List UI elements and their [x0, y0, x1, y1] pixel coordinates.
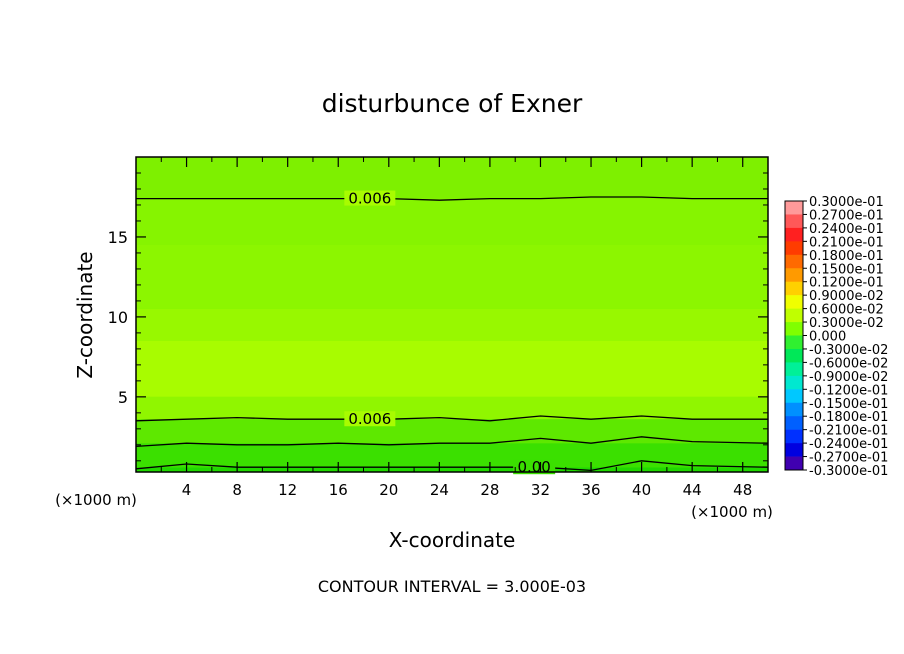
colorbar-label: 0.9000e-02 — [809, 289, 884, 304]
x-tick-label: 8 — [232, 481, 242, 499]
contour-line — [136, 196, 768, 201]
chart-title: disturbunce of Exner — [322, 89, 583, 118]
colorbar-swatch — [785, 322, 803, 336]
x-unit-left: (×1000 m) — [55, 491, 137, 509]
plot-frame — [135, 156, 769, 473]
y-axis: 5 10 15 — [108, 172, 768, 462]
colorbar-swatch — [785, 268, 803, 282]
x-unit-right: (×1000 m) — [691, 503, 773, 521]
colorbar-label: -0.1500e-01 — [809, 397, 888, 412]
x-tick-label: 48 — [733, 481, 752, 499]
contour-label: 0.00 — [517, 458, 550, 476]
colorbar-swatch — [785, 254, 803, 269]
x-tick-label: 12 — [278, 481, 297, 499]
x-axis-label: X-coordinate — [389, 528, 516, 552]
y-tick-label: 10 — [108, 308, 128, 327]
colorbar-swatch — [785, 308, 803, 323]
colorbar-label: -0.1200e-01 — [809, 383, 888, 398]
x-tick-label: 40 — [632, 481, 651, 499]
field-band — [136, 198, 768, 245]
x-axis: 4 8 12 16 20 24 28 32 36 40 44 48 — [160, 157, 752, 499]
contour-interval-note: CONTOUR INTERVAL = 3.000E-03 — [318, 577, 586, 596]
y-axis-label: Z-coordinate — [73, 251, 97, 378]
y-tick-label: 5 — [118, 388, 128, 407]
colorbar-label: -0.2700e-01 — [809, 451, 888, 466]
contour-label-bg — [344, 411, 396, 427]
colorbar-swatch — [785, 227, 803, 242]
colorbar-label: -0.1800e-01 — [809, 410, 888, 425]
contour-label-bg — [344, 190, 396, 206]
colorbar-label: 0.2700e-01 — [809, 208, 884, 223]
field-band — [136, 340, 768, 397]
field-band — [136, 244, 768, 309]
colorbar-swatch — [785, 362, 803, 377]
colorbar-label: -0.3000e-02 — [809, 343, 888, 358]
colorbar-label: -0.6000e-02 — [809, 356, 888, 371]
colorbar-label: 0.1200e-01 — [809, 276, 884, 291]
x-tick-label: 16 — [329, 481, 348, 499]
colorbar-swatch — [785, 201, 803, 215]
colorbar-swatch — [785, 402, 803, 417]
x-tick-label: 36 — [581, 481, 600, 499]
field-band — [136, 396, 768, 420]
colorbar-swatch — [785, 335, 803, 350]
x-tick-label: 24 — [430, 481, 449, 499]
colorbar-swatch — [785, 443, 803, 457]
colorbar-label: 0.3000e-01 — [809, 195, 884, 210]
colorbar-label: -0.9000e-02 — [809, 370, 888, 385]
colorbar-swatch — [785, 429, 803, 444]
colorbar-label: -0.2400e-01 — [809, 437, 888, 452]
x-tick-label: 44 — [683, 481, 702, 499]
y-tick-label: 15 — [108, 228, 128, 247]
x-tick-label: 4 — [182, 481, 192, 499]
colorbar-swatch — [785, 375, 803, 390]
colorbar-swatch — [785, 295, 803, 309]
colorbar-label: -0.2100e-01 — [809, 424, 888, 439]
contour-line — [135, 415, 768, 422]
contour-label: 0.006 — [348, 190, 391, 208]
contour-label: 0.006 — [348, 410, 391, 428]
colorbar-label: 0.2100e-01 — [809, 235, 884, 250]
colorbar-swatch — [785, 281, 803, 296]
colorbar-label: 0.3000e-02 — [809, 316, 884, 331]
colorbar-swatch — [785, 348, 803, 363]
colorbar-swatch — [785, 389, 803, 404]
colorbar-label: 0.6000e-02 — [809, 303, 884, 318]
x-tick-label: 32 — [531, 481, 550, 499]
x-tick-label: 20 — [379, 481, 398, 499]
field-band — [136, 467, 768, 472]
plot-area: 0.006 0.006 0.00 — [135, 156, 769, 476]
colorbar-swatch — [785, 241, 803, 256]
field-band — [136, 157, 768, 199]
colorbar-label: 0.000 — [809, 330, 846, 345]
colorbar: 0.3000e-010.2700e-010.2400e-010.2100e-01… — [784, 195, 888, 479]
colorbar-swatch — [785, 416, 803, 430]
colorbar-label: -0.3000e-01 — [809, 464, 888, 479]
field-band — [136, 443, 768, 468]
colorbar-label: 0.1800e-01 — [809, 249, 884, 264]
contour-line — [135, 436, 769, 448]
colorbar-label: 0.1500e-01 — [809, 262, 884, 277]
x-tick-label: 28 — [480, 481, 499, 499]
colorbar-swatch — [785, 456, 803, 471]
field-band — [136, 419, 768, 444]
field-band — [136, 308, 768, 341]
colorbar-label: 0.2400e-01 — [809, 222, 884, 237]
colorbar-swatch — [785, 214, 803, 229]
contour-label-bg — [513, 459, 556, 475]
